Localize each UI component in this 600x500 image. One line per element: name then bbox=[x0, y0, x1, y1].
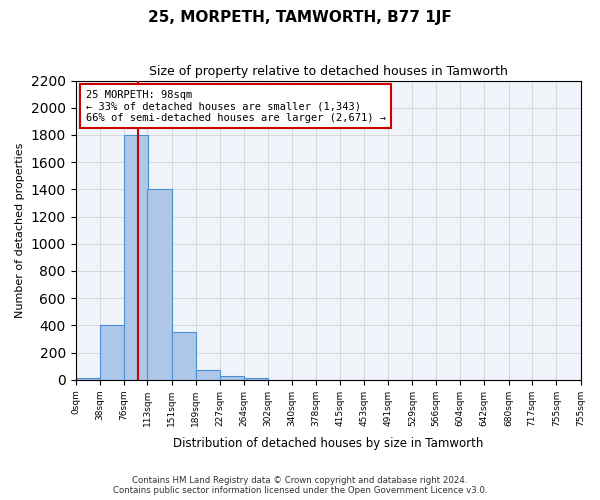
Bar bbox=[220, 376, 244, 380]
Title: Size of property relative to detached houses in Tamworth: Size of property relative to detached ho… bbox=[149, 65, 508, 78]
Text: Contains HM Land Registry data © Crown copyright and database right 2024.
Contai: Contains HM Land Registry data © Crown c… bbox=[113, 476, 487, 495]
Bar bbox=[124, 135, 148, 380]
Bar bbox=[76, 378, 100, 380]
Y-axis label: Number of detached properties: Number of detached properties bbox=[15, 142, 25, 318]
X-axis label: Distribution of detached houses by size in Tamworth: Distribution of detached houses by size … bbox=[173, 437, 483, 450]
Text: 25, MORPETH, TAMWORTH, B77 1JF: 25, MORPETH, TAMWORTH, B77 1JF bbox=[148, 10, 452, 25]
Bar bbox=[196, 370, 220, 380]
Text: 25 MORPETH: 98sqm
← 33% of detached houses are smaller (1,343)
66% of semi-detac: 25 MORPETH: 98sqm ← 33% of detached hous… bbox=[86, 90, 386, 122]
Bar bbox=[172, 332, 196, 380]
Bar bbox=[244, 378, 268, 380]
Bar bbox=[148, 190, 172, 380]
Bar bbox=[100, 326, 124, 380]
